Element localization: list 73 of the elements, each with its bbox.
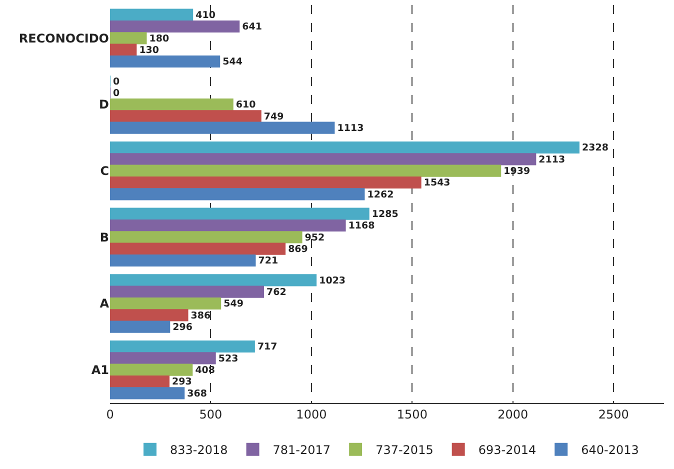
bar [110, 340, 255, 353]
y-tick-label: B [100, 230, 109, 244]
legend-label: 833-2018 [170, 443, 228, 458]
data-label: 2113 [538, 154, 566, 166]
x-tick-label: 2000 [498, 407, 528, 422]
y-tick-label: C [100, 164, 110, 178]
bar [110, 231, 302, 244]
data-label: 544 [222, 56, 243, 68]
bar [110, 55, 220, 68]
data-label: 1262 [367, 189, 394, 200]
bar [110, 32, 147, 44]
bar [110, 20, 240, 33]
data-label: 2328 [582, 142, 609, 154]
data-label: 1113 [337, 123, 364, 134]
y-tick-label: A1 [91, 363, 109, 378]
data-label: 1023 [319, 275, 346, 286]
bar [110, 164, 502, 177]
data-label: 368 [187, 388, 208, 400]
x-tick-label: 2500 [598, 407, 629, 422]
data-label: 717 [257, 342, 278, 353]
bar [110, 286, 264, 298]
bar [110, 242, 286, 255]
legend-label: 693-2014 [478, 443, 536, 458]
bar [110, 364, 193, 376]
data-label: 952 [304, 232, 325, 244]
bar [110, 352, 216, 364]
data-label: 0 [113, 88, 120, 99]
y-tick-label: RECONOCIDO [18, 31, 109, 46]
data-label: 130 [139, 45, 160, 56]
data-label: 549 [224, 298, 244, 310]
x-tick-label: 1500 [396, 407, 428, 422]
x-tick-label: 1000 [296, 407, 327, 422]
bar [110, 274, 317, 286]
bar [110, 176, 422, 189]
data-label: 410 [196, 10, 216, 21]
bar [110, 219, 346, 232]
data-label: 762 [266, 286, 286, 298]
data-label: 0 [113, 76, 120, 88]
x-tick-label: 500 [199, 407, 222, 422]
y-tick-label: A [100, 296, 110, 311]
data-label: 180 [149, 33, 170, 44]
bar [110, 98, 234, 111]
bar [110, 44, 137, 56]
bar [110, 387, 185, 400]
legend-label: 640-2013 [581, 443, 639, 458]
bar [110, 254, 256, 267]
data-label: 1543 [424, 178, 450, 189]
legend-label: 737-2015 [376, 443, 434, 458]
data-label: 386 [190, 310, 211, 322]
data-label: 641 [242, 22, 262, 33]
data-label: 610 [236, 100, 256, 111]
data-label: 523 [218, 353, 238, 364]
bar [110, 122, 335, 134]
data-label: 1285 [372, 208, 398, 220]
data-label: 869 [288, 244, 308, 256]
y-tick-label: D [99, 98, 110, 112]
bar [110, 188, 365, 200]
bar [110, 153, 536, 166]
data-label: 293 [172, 376, 192, 388]
data-label: 749 [264, 111, 284, 122]
bar [110, 110, 262, 122]
bar [110, 141, 580, 154]
bar [110, 297, 222, 310]
bar [110, 309, 188, 322]
bar [110, 320, 170, 333]
bar [110, 208, 370, 220]
bar [110, 8, 194, 21]
data-label: 1168 [348, 220, 376, 232]
x-tick-label: 0 [106, 407, 114, 422]
data-label: 721 [258, 256, 278, 267]
bar [110, 375, 170, 388]
legend-label: 781-2017 [272, 443, 331, 458]
data-label: 296 [172, 322, 193, 334]
